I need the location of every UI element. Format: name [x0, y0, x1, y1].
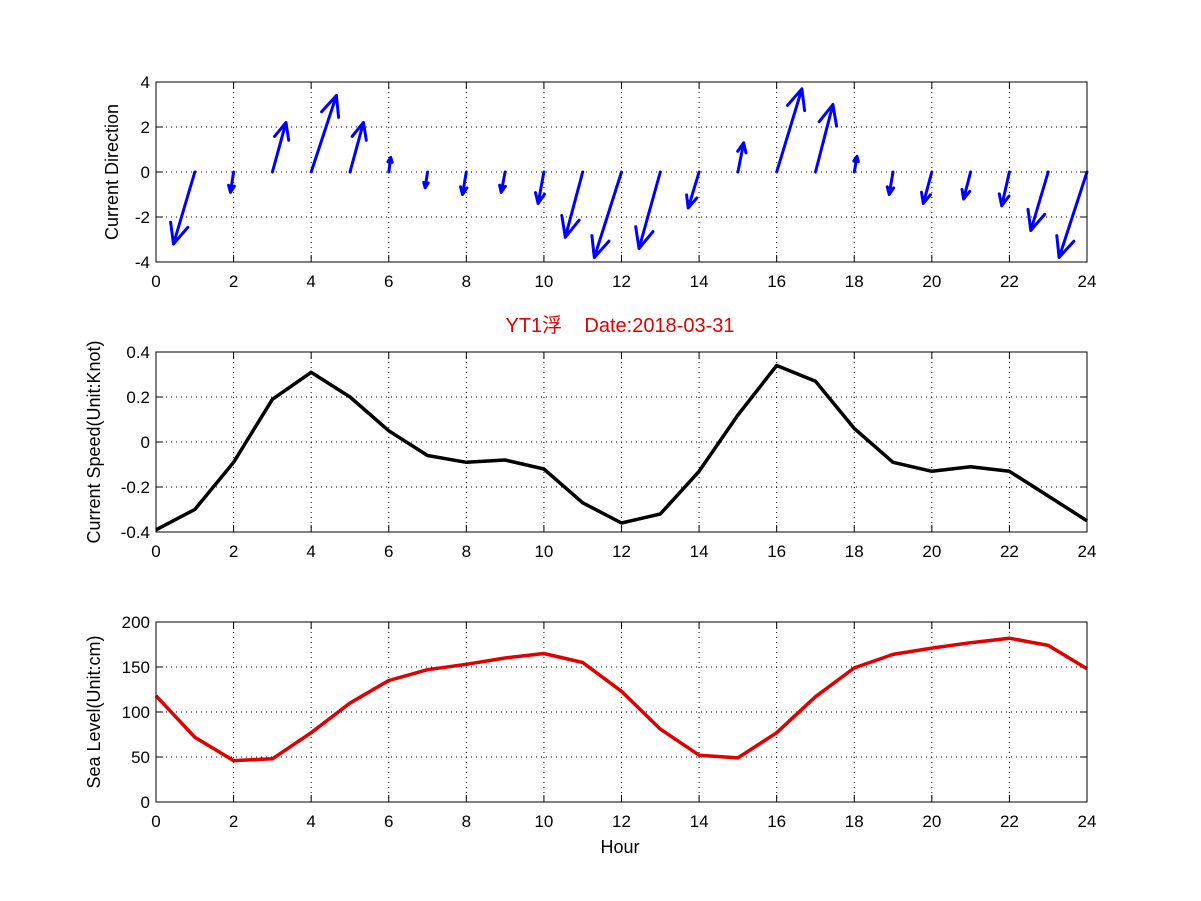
y-tick-label: 0 [141, 433, 150, 452]
x-tick-label: 12 [612, 812, 631, 831]
x-tick-label: 10 [534, 272, 553, 291]
current-vector-arrow [270, 121, 291, 174]
x-tick-label: 6 [384, 272, 393, 291]
x-tick-label: 14 [690, 542, 709, 561]
x-tick-label: 8 [462, 272, 471, 291]
current-speed-line [155, 363, 1088, 532]
x-tick-label: 8 [462, 542, 471, 561]
axes-box [155, 621, 1088, 803]
y-tick-label: 150 [122, 658, 150, 677]
current-vector-arrow [459, 170, 469, 196]
current-speed-panel: 0 2 4 6 8 10 12 14 16 18 20 22 24-0.4-0.200.20.4Curr… [84, 340, 1096, 561]
x-tick-label: 24 [1078, 272, 1097, 291]
y-axis-label: Current Speed(Unit:Knot) [84, 340, 104, 543]
x-tick-label: 0 [151, 272, 160, 291]
x-tick-label: 4 [306, 542, 315, 561]
y-tick-label: 0.4 [126, 343, 150, 362]
current-vector-arrow [852, 154, 860, 174]
ticks: 0 2 4 6 8 10 12 14 16 18 20 22 24-0.4-0.200.20.4 [121, 343, 1097, 561]
current-vector-arrow [560, 170, 585, 239]
current-vector-arrow [227, 170, 236, 194]
x-tick-label: 16 [767, 272, 786, 291]
x-tick-label: 24 [1078, 542, 1097, 561]
chart-title-speed: YT1浮 Date:2018-03-31 [505, 314, 734, 337]
current-vector-arrow [1055, 170, 1089, 259]
y-axis-label: Current Direction [102, 104, 122, 240]
current-vector-arrow [736, 141, 748, 174]
x-tick-label: 20 [922, 542, 941, 561]
y-tick-label: 100 [122, 703, 150, 722]
x-tick-label: 0 [151, 542, 160, 561]
x-tick-label: 4 [306, 812, 315, 831]
current-vector-arrow [169, 170, 197, 246]
x-tick-label: 2 [229, 272, 238, 291]
y-tick-label: 50 [131, 748, 150, 767]
x-tick-label: 22 [1000, 542, 1019, 561]
x-tick-label: 18 [845, 272, 864, 291]
y-tick-label: 0.2 [126, 388, 150, 407]
y-tick-label: 2 [141, 118, 150, 137]
x-axis-label-hour: Hour [600, 837, 639, 857]
y-tick-label: 4 [141, 73, 150, 92]
x-tick-label: 20 [922, 272, 941, 291]
axes-box [155, 351, 1088, 533]
sea-level-line [154, 636, 1088, 763]
x-tick-label: 12 [612, 272, 631, 291]
current-vector-arrow [498, 170, 507, 194]
y-tick-label: -0.2 [121, 478, 150, 497]
x-tick-label: 20 [922, 812, 941, 831]
axes-box [155, 81, 1088, 263]
x-tick-label: 18 [845, 542, 864, 561]
x-tick-label: 6 [384, 542, 393, 561]
x-tick-label: 14 [690, 272, 709, 291]
y-tick-label: -0.4 [121, 523, 150, 542]
current-vector-arrow [534, 170, 546, 205]
y-tick-label: 200 [122, 613, 150, 632]
current-vector-arrow [775, 87, 807, 174]
x-tick-label: 16 [767, 542, 786, 561]
current-vector-arrow [634, 170, 662, 250]
x-tick-label: 10 [534, 542, 553, 561]
x-tick-label: 0 [151, 812, 160, 831]
x-tick-label: 24 [1078, 812, 1097, 831]
current-vector-arrow [885, 170, 896, 196]
x-tick-label: 10 [534, 812, 553, 831]
x-tick-label: 2 [229, 542, 238, 561]
y-tick-label: 0 [141, 793, 150, 812]
x-tick-label: 22 [1000, 812, 1019, 831]
x-tick-label: 22 [1000, 272, 1019, 291]
current-vector-arrow [814, 103, 839, 174]
current-vector-arrow [997, 170, 1011, 208]
x-tick-label: 2 [229, 812, 238, 831]
y-tick-label: -4 [135, 253, 150, 272]
x-tick-label: 12 [612, 542, 631, 561]
x-tick-label: 14 [690, 812, 709, 831]
y-axis-label: Sea Level(Unit:cm) [84, 635, 104, 788]
current-vector-arrow [590, 170, 623, 259]
x-tick-label: 18 [845, 812, 864, 831]
current-vector-arrow [422, 170, 430, 190]
current-vector-arrow [960, 170, 973, 201]
x-tick-label: 4 [306, 272, 315, 291]
current-vector-arrow [1026, 170, 1050, 232]
current-vector-arrow [309, 94, 341, 174]
current-vector-arrow [920, 170, 934, 205]
current-vector-arrow [348, 121, 368, 174]
x-tick-label: 6 [384, 812, 393, 831]
y-tick-label: -2 [135, 208, 150, 227]
current-vector-arrow [685, 170, 701, 210]
y-tick-label: 0 [141, 163, 150, 182]
x-tick-label: 8 [462, 812, 471, 831]
current-vector-arrow [386, 155, 394, 174]
x-tick-label: 16 [767, 812, 786, 831]
